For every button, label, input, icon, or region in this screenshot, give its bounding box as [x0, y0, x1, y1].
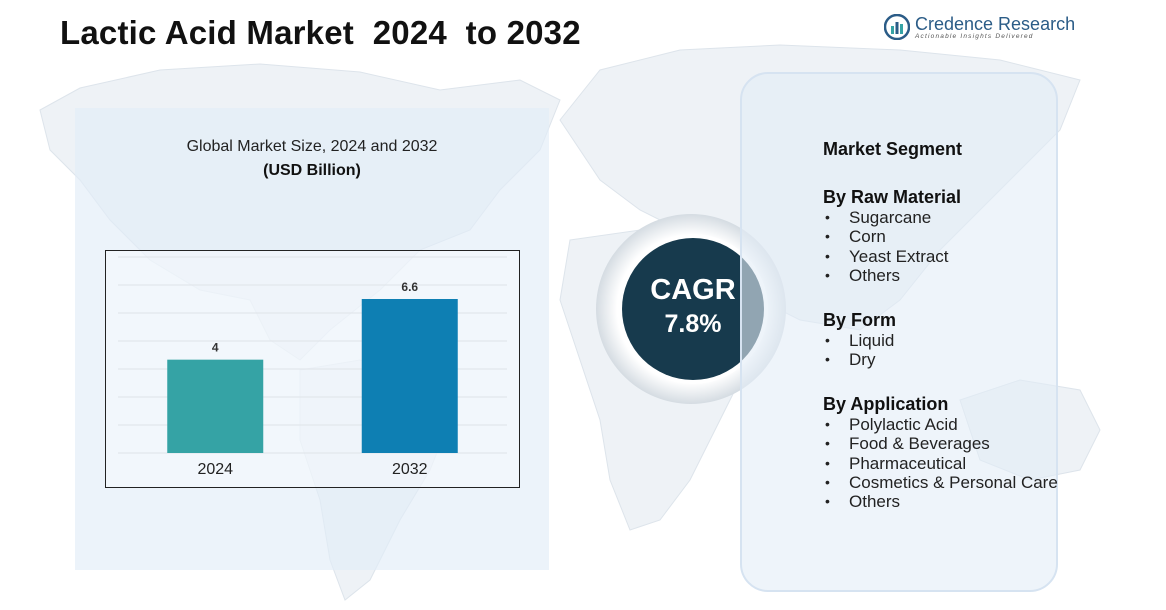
logo-name: Credence Research [915, 13, 1076, 34]
chart-unit: (USD Billion) [263, 162, 361, 179]
credence-logo-icon [884, 14, 910, 40]
segment-item: Pharmaceutical [823, 454, 1059, 474]
bar-2032 [361, 299, 458, 453]
chart-panel [75, 108, 549, 570]
segment-title: Market Segment [823, 139, 963, 159]
segment-group-application: By Application Polylactic Acid Food & Be… [823, 394, 1059, 512]
bar-value-label: 4 [212, 341, 219, 355]
segment-item: Sugarcane [823, 208, 1059, 228]
segment-item: Liquid [823, 331, 1059, 351]
bar-2024 [167, 359, 264, 453]
logo-tagline: Actionable Insights Delivered [915, 32, 1034, 40]
segment-item: Dry [823, 350, 1059, 370]
logo: Credence Research Actionable Insights De… [884, 14, 1075, 40]
chart-title: Global Market Size, 2024 and 2032 [186, 138, 438, 155]
segment-group-raw-material: By Raw Material Sugarcane Corn Yeast Ext… [823, 187, 1059, 285]
segment-item: Others [823, 492, 1059, 512]
segment-group-form: By Form Liquid Dry [823, 310, 1059, 370]
segment-item: Corn [823, 227, 1059, 247]
segment-list: Sugarcane Corn Yeast Extract Others [823, 208, 1059, 285]
segment-item: Cosmetics & Personal Care [823, 473, 1059, 493]
segment-list: Polylactic Acid Food & Beverages Pharmac… [823, 415, 1059, 512]
segment-heading: By Raw Material [823, 187, 962, 207]
segment-heading: By Application [823, 394, 949, 414]
x-tick-label: 2032 [392, 461, 428, 478]
segment-list: Liquid Dry [823, 331, 1059, 370]
page-title: Lactic Acid Market 2024 to 2032 [60, 14, 581, 51]
bar-chart: 4 2024 6.6 2032 [118, 256, 507, 478]
segment-item: Food & Beverages [823, 434, 1059, 454]
segment-item: Others [823, 266, 1059, 286]
cagr-value: 7.8% [664, 310, 722, 338]
segment-item: Polylactic Acid [823, 415, 1059, 435]
x-tick-label: 2024 [197, 461, 233, 478]
cagr-label: CAGR [650, 274, 736, 306]
chart-frame: 4 2024 6.6 2032 [105, 250, 520, 488]
segment-heading: By Form [823, 310, 897, 330]
segment-item: Yeast Extract [823, 247, 1059, 267]
bar-value-label: 6.6 [401, 280, 418, 294]
